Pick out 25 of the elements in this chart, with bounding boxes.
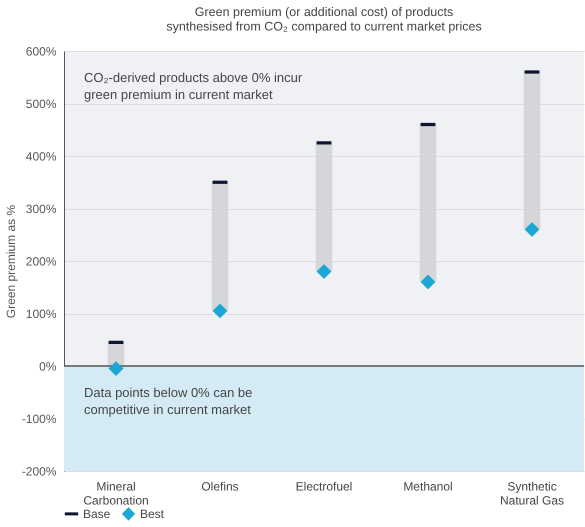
legend-label: Best [140,506,165,521]
y-tick-label: 200% [26,254,57,268]
y-tick-label: 300% [26,202,57,216]
annotation: CO₂-derived products above 0% incur green premium in current market [84,70,303,102]
y-tick-label: 400% [26,150,57,164]
y-tick-label: 600% [26,44,57,58]
point [316,264,332,279]
point [420,274,436,290]
x-tick-label: Mineral Carbonation [83,480,149,508]
annotation: Data points below 0% can be competitive in current market [84,385,252,417]
point [524,222,540,237]
x-tick-label: Olefins [201,480,239,494]
y-axis-title: Green premium as % [4,204,18,318]
x-tick-label: Methanol [403,480,453,494]
y-tick-label: 500% [26,97,57,111]
chart-title: Green premium (or additional cost) of products synthesised from CO₂ compared to current market prices [166,5,482,34]
y-tick-label: -200% [22,464,57,478]
x-tick-label: Electrofuel [296,480,352,494]
point [108,361,124,376]
legend-label: Base [83,506,111,521]
y-tick-label: -100% [22,412,57,426]
point [212,303,228,318]
x-tick-label: Synthetic Natural Gas [500,480,564,508]
y-tick-label: 0% [39,360,57,374]
y-tick-label: 100% [26,307,57,321]
